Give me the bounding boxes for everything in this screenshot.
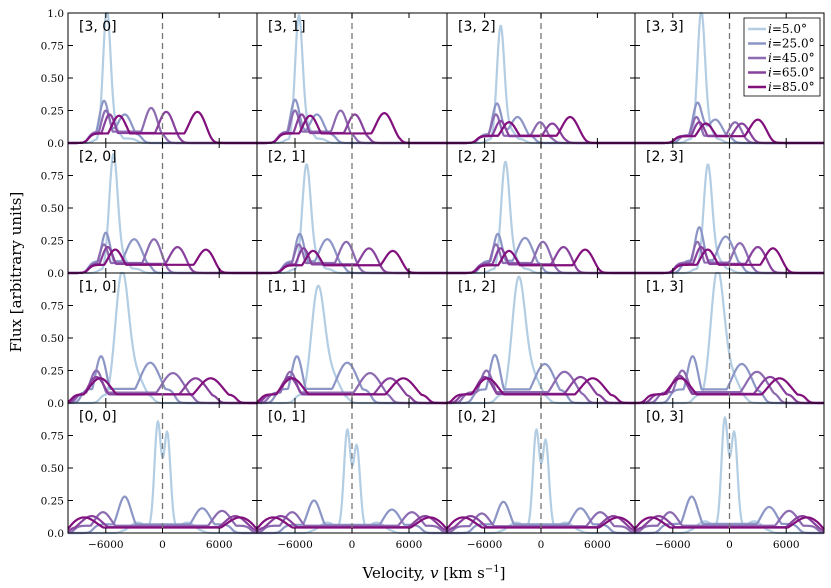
legend-label: i=25.0° [768,37,815,51]
panel-2-1: [1, 1] [256,272,448,405]
panel-0-0: [3, 0] 0.0 0.25 0.50 0.75 1.0 [41,8,258,150]
y-tick-label: 0.75 [41,431,64,443]
x-tick-label: 0 [349,539,356,551]
y-tick-label: 0.50 [41,333,64,345]
x-tick-label: −6000 [277,539,313,551]
legend: i=5.0°i=25.0°i=45.0°i=65.0°i=85.0° [743,17,821,97]
x-tick-label: −6000 [467,539,503,551]
panel-2-2: [1, 2] [446,272,636,405]
panel-label: [3, 2] [458,19,496,35]
panel-1-0: [2, 0] 0.0 0.25 0.50 0.75 [41,142,258,280]
panel-label: [3, 3] [646,19,684,35]
x-tick-label: 6000 [396,539,423,551]
x-tick-label: 0 [726,539,733,551]
legend-label: i=5.0° [768,22,807,36]
panel-1-3: [2, 3] [634,142,825,275]
x-axis-label: Velocity, v [km s−1] [362,564,506,582]
panel-label: [0, 2] [458,409,496,425]
panel-label: [1, 1] [268,279,306,295]
panel-label: [0, 0] [79,409,117,425]
y-tick-label: 0.0 [47,398,64,410]
panel-3-3: [0, 3] −6000 0 6000 [634,402,825,551]
panel-label: [3, 0] [79,19,117,35]
panel-label: [0, 1] [268,409,306,425]
y-tick-label: 0.50 [41,73,64,85]
legend-label: i=65.0° [768,66,815,80]
y-tick-label: 0.25 [41,366,64,378]
y-tick-label: 0.25 [41,106,64,118]
panel-3-2: [0, 2] −6000 0 6000 [446,402,636,551]
y-tick-label: 0.0 [47,528,64,540]
panel-0-2: [3, 2] [446,12,636,145]
y-tick-label: 0.75 [41,301,64,313]
panel-grid: [3, 0] 0.0 0.25 0.50 0.75 1.0 [3, 1] [3, 2] [3, … [41,8,825,551]
panel-label: [1, 2] [458,279,496,295]
panel-label: [2, 0] [79,149,117,165]
panel-3-0: [0, 0] −6000 0 6000 0.0 0.25 0.50 0.75 [41,402,258,551]
legend-label: i=85.0° [768,80,815,94]
x-tick-label: 0 [159,539,166,551]
x-tick-label: 6000 [206,539,233,551]
x-tick-label: −6000 [88,539,124,551]
y-tick-label: 0.25 [41,496,64,508]
panel-2-3: [1, 3] [634,271,825,405]
panel-label: [0, 3] [646,409,684,425]
y-tick-label: 0.0 [47,138,64,150]
x-tick-label: 6000 [773,539,800,551]
x-tick-label: 0 [538,539,545,551]
panel-label: [2, 2] [458,149,496,165]
panel-2-0: [1, 0] 0.0 0.25 0.50 0.75 [41,271,258,410]
panel-label: [1, 0] [79,279,117,295]
x-tick-label: −6000 [655,539,691,551]
panel-0-1: [3, 1] [256,12,448,145]
panel-label: [1, 3] [646,279,684,295]
y-tick-label: 0.75 [41,41,64,53]
panel-3-1: [0, 1] −6000 0 6000 [256,402,448,551]
y-axis-label: Flux [arbitrary units] [7,192,25,353]
panel-label: [3, 1] [268,19,306,35]
panel-label: [2, 1] [268,149,306,165]
y-tick-label: 0.75 [41,171,64,183]
panel-1-2: [2, 2] [446,142,636,275]
x-tick-label: 6000 [584,539,611,551]
y-tick-label: 1.0 [47,8,64,20]
y-tick-label: 0.0 [47,268,64,280]
y-tick-label: 0.25 [41,236,64,248]
panel-1-1: [2, 1] [256,142,448,275]
y-tick-label: 0.50 [41,463,64,475]
legend-label: i=45.0° [768,51,815,65]
y-tick-label: 0.50 [41,203,64,215]
panel-label: [2, 3] [646,149,684,165]
